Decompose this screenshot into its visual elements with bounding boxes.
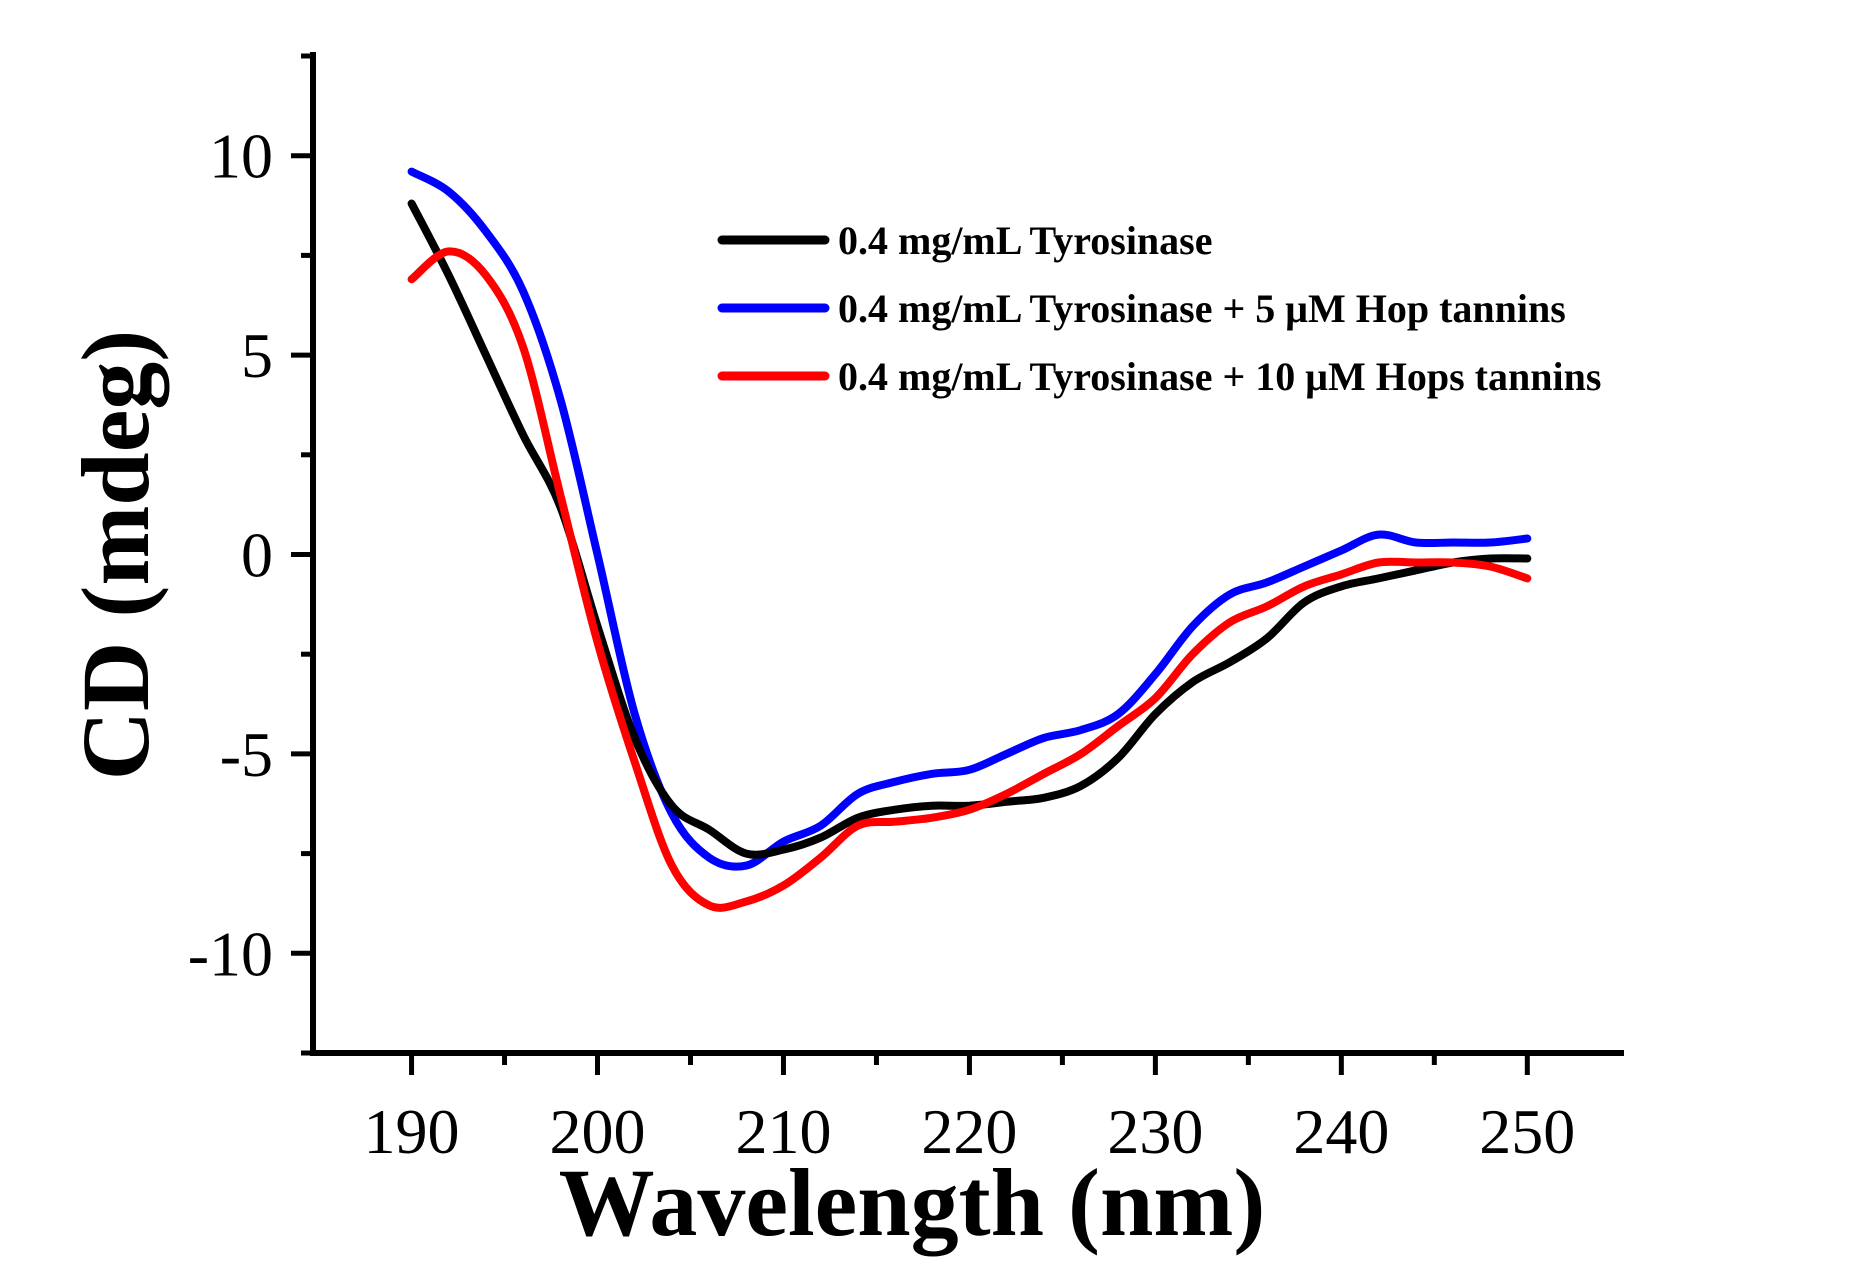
legend-entry-tyrosinase-10um: 0.4 mg/mL Tyrosinase + 10 μM Hops tannin… xyxy=(717,354,1601,399)
x-tick-label: 220 xyxy=(921,1096,1017,1167)
legend-entry-tyrosinase: 0.4 mg/mL Tyrosinase xyxy=(717,218,1213,263)
legend-entry-tyrosinase-5um: 0.4 mg/mL Tyrosinase + 5 μM Hop tannins xyxy=(717,286,1566,331)
series-line-tyrosinase-10um-hops-tannins xyxy=(407,247,1532,912)
y-axis-title: CD (mdeg) xyxy=(62,330,169,781)
x-tick-label: 200 xyxy=(550,1096,646,1167)
legend-label: 0.4 mg/mL Tyrosinase xyxy=(838,218,1213,263)
y-tick-label: 10 xyxy=(209,121,273,192)
x-tick-label: 230 xyxy=(1107,1096,1203,1167)
y-tick-label: 0 xyxy=(241,519,273,590)
series-line-tyrosinase-5um-hop-tannins xyxy=(407,167,1532,871)
y-tick-label: -10 xyxy=(188,918,273,989)
x-tick-label: 190 xyxy=(364,1096,460,1167)
y-tick-label: 5 xyxy=(241,320,273,391)
legend: 0.4 mg/mL Tyrosinase 0.4 mg/mL Tyrosinase… xyxy=(717,218,1601,399)
y-tick-label: -5 xyxy=(220,719,273,790)
x-tick-label: 240 xyxy=(1293,1096,1389,1167)
x-axis-title: Wavelength (nm) xyxy=(559,1149,1266,1256)
legend-label: 0.4 mg/mL Tyrosinase + 10 μM Hops tannin… xyxy=(838,354,1601,399)
x-tick-label: 250 xyxy=(1479,1096,1575,1167)
legend-label: 0.4 mg/mL Tyrosinase + 5 μM Hop tannins xyxy=(838,286,1566,331)
x-axis-ticks: 190 200 210 220 230 240 250 xyxy=(364,1053,1575,1167)
x-tick-label: 210 xyxy=(735,1096,831,1167)
axes: -10 -5 0 5 10 190 200 210 220 230 240 250 xyxy=(188,52,1624,1167)
series-lines xyxy=(407,167,1532,912)
y-axis-ticks: -10 -5 0 5 10 xyxy=(188,53,313,1056)
